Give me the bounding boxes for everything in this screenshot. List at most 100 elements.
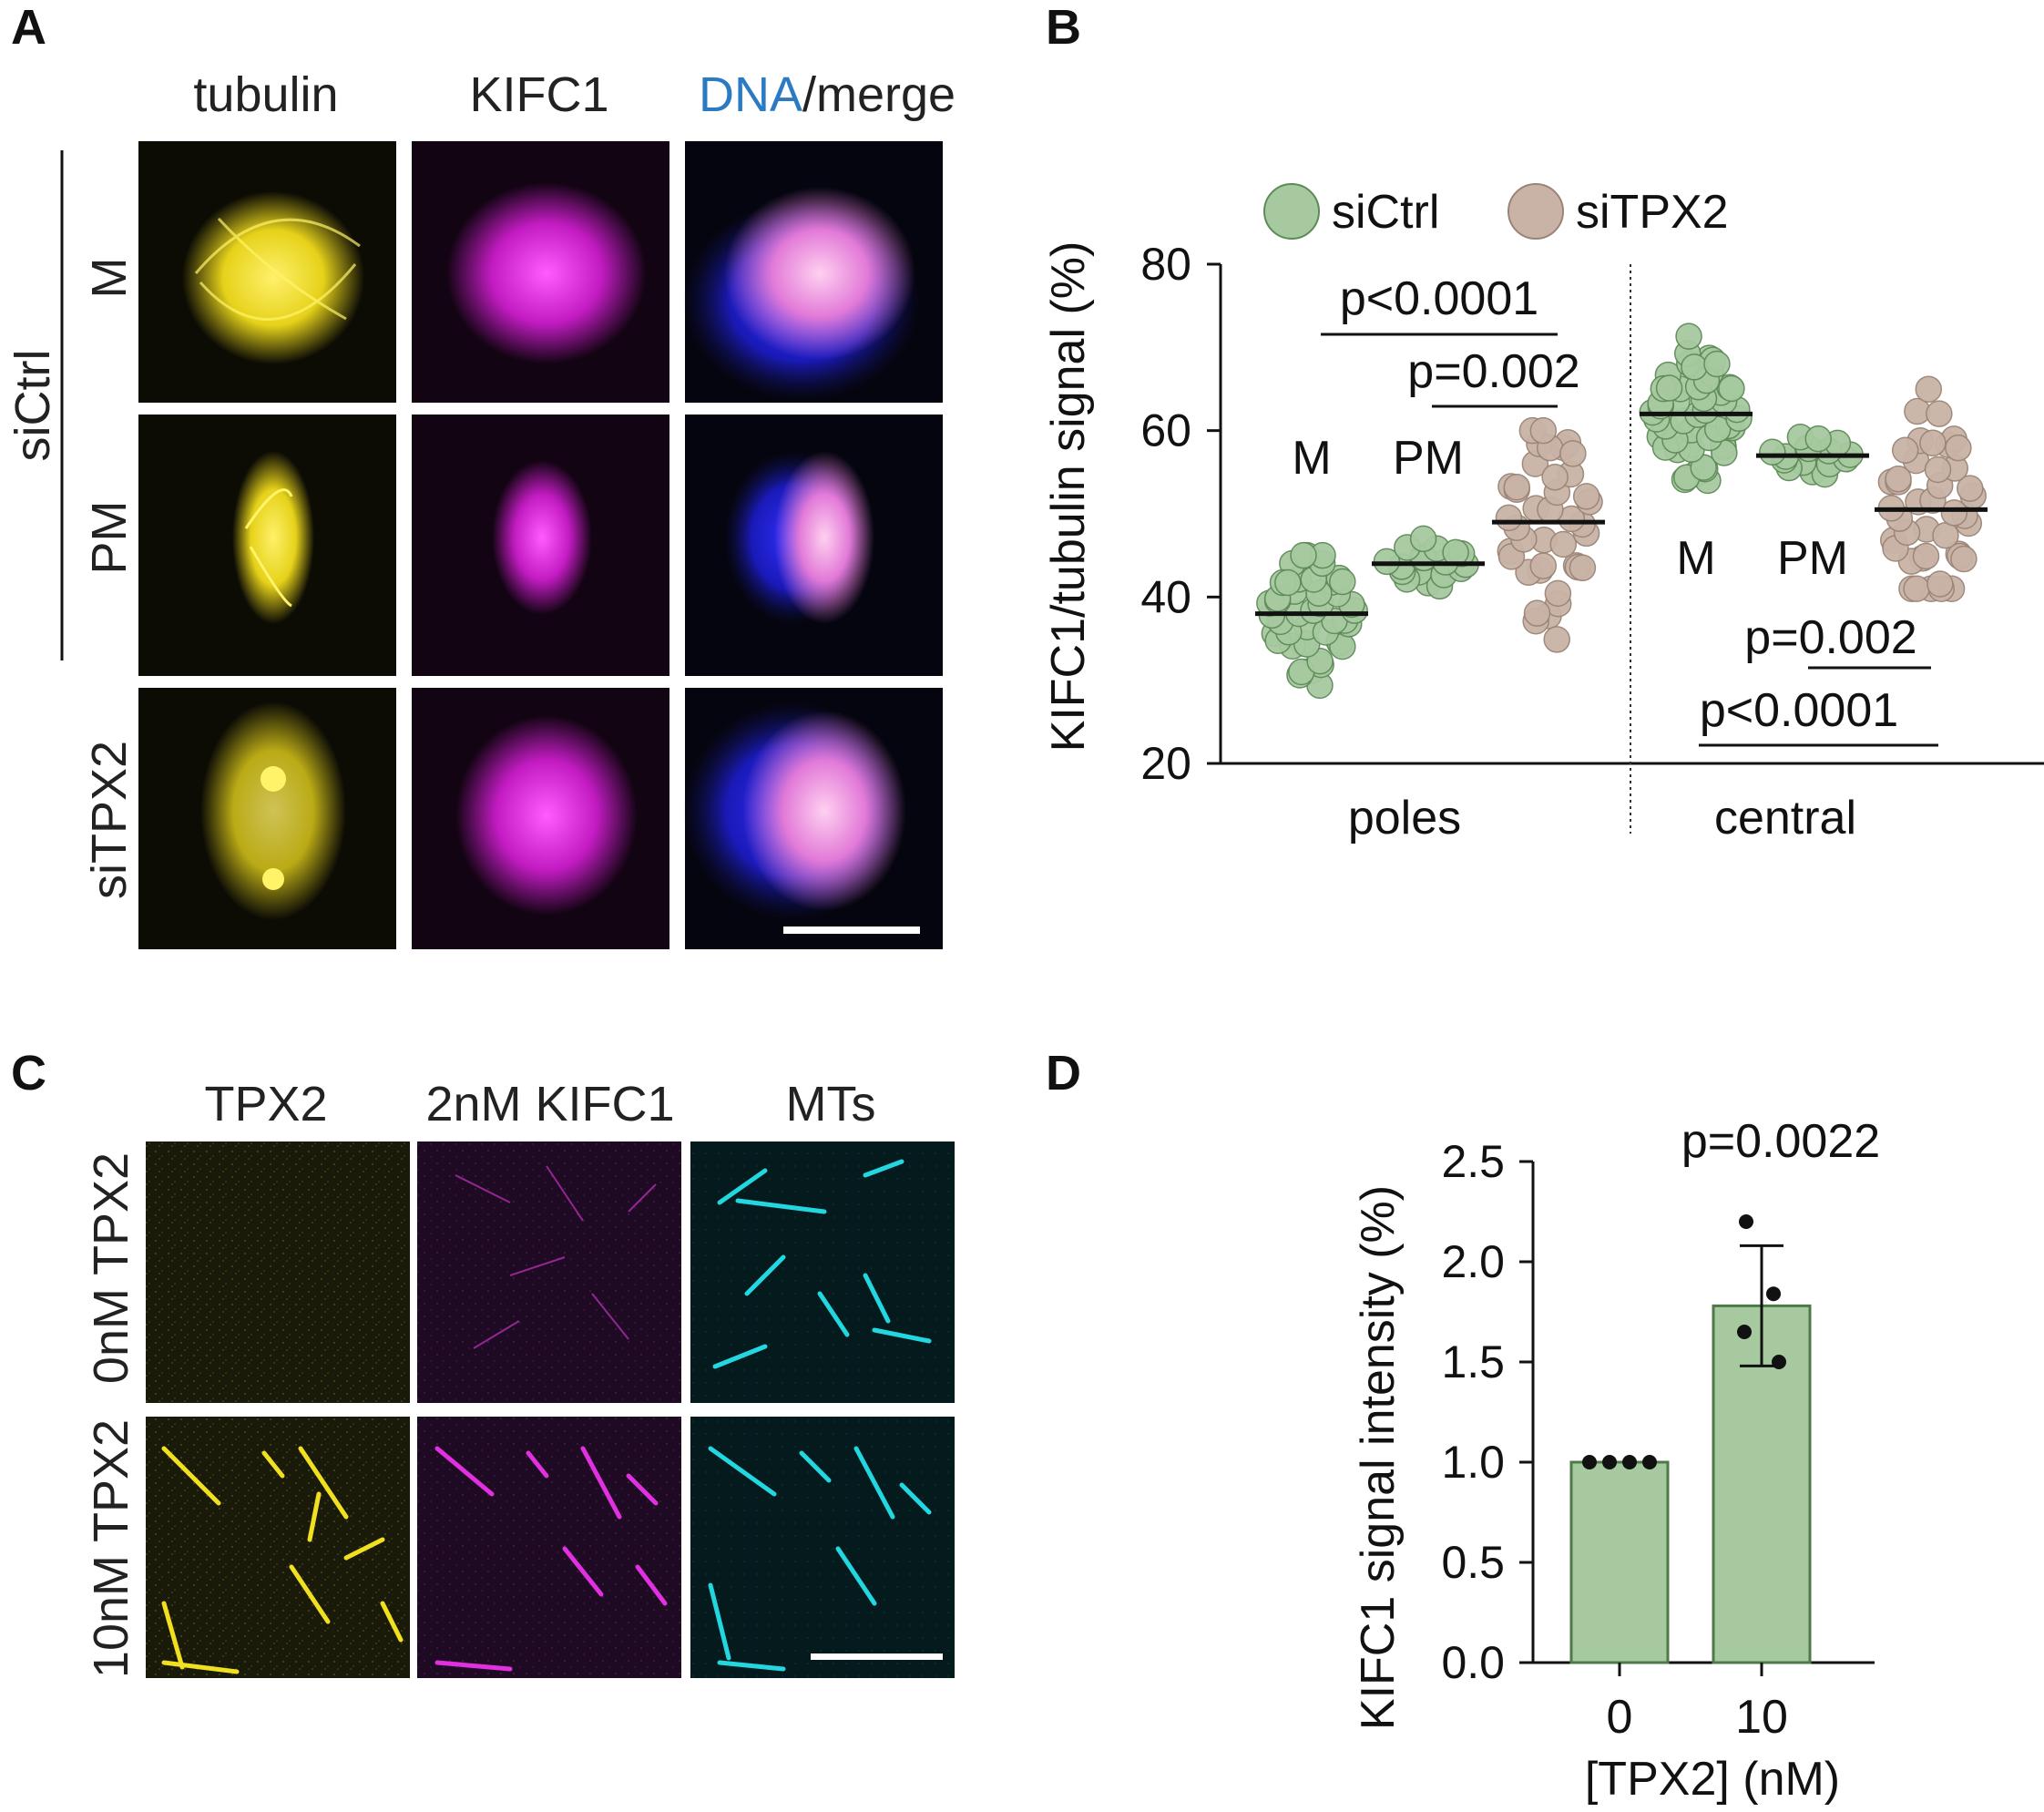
- bar: [1569, 1460, 1670, 1664]
- data-point: [1924, 456, 1952, 484]
- data-point: [1329, 568, 1356, 596]
- row-label-PM: PM: [82, 501, 137, 575]
- scale-bar: [783, 926, 920, 934]
- data-point: [1409, 525, 1437, 553]
- micrograph-M-merge: [683, 141, 943, 403]
- data-point: [1759, 438, 1786, 466]
- col-label-mts: MTs: [786, 1077, 876, 1131]
- data-point: [1681, 353, 1708, 381]
- scale-bar-c: [811, 1653, 943, 1660]
- data-point: [1940, 499, 1968, 527]
- y-tick-label: 2.0: [1441, 1236, 1505, 1287]
- data-point: [1543, 626, 1570, 653]
- data-point: [1718, 374, 1745, 403]
- legend-swatch-siTPX2: [1507, 183, 1564, 240]
- chart-d-xlabel: [TPX2] (nM): [1585, 1753, 1840, 1806]
- micrograph-siTPX2-merge: [683, 688, 943, 949]
- merge-label: /merge: [802, 67, 956, 122]
- data-point: [1772, 1355, 1786, 1369]
- data-point: [1950, 545, 1978, 573]
- panel-d: D KIFC1 signal intensity (%) 0.0 0.5 1.0 1.…: [1046, 1046, 1880, 1806]
- data-point: [1572, 483, 1600, 510]
- y-tick-label: 1.5: [1441, 1336, 1505, 1387]
- data-point: [1804, 425, 1832, 453]
- data-point: [1290, 541, 1317, 569]
- micrograph-0nm-mts: [690, 1141, 955, 1403]
- pval-central-1: p=0.002: [1744, 611, 1916, 664]
- x-tick-label: 0: [1607, 1691, 1633, 1744]
- data-point: [1495, 504, 1523, 532]
- legend-label-siTPX2: siTPX2: [1576, 186, 1729, 239]
- legend-label-siCtrl: siCtrl: [1332, 186, 1439, 239]
- data-point: [1926, 400, 1953, 427]
- micrograph-PM-merge: [685, 415, 943, 676]
- data-point: [1919, 429, 1947, 457]
- data-point: [1442, 538, 1469, 567]
- col-label-tpx2: TPX2: [204, 1077, 327, 1131]
- micrograph-10nm-kifc1: [417, 1417, 681, 1678]
- y-tick-label: 2.5: [1441, 1136, 1505, 1187]
- data-point: [1503, 473, 1531, 501]
- y-tick-label: 40: [1140, 571, 1191, 622]
- micrograph-M-kifc1: [412, 141, 669, 403]
- data-point: [1932, 521, 1959, 549]
- data-point: [1529, 416, 1558, 445]
- row-label-siTPX2: siTPX2: [82, 741, 137, 899]
- group-label-central-M: M: [1676, 532, 1715, 585]
- data-point: [1559, 440, 1587, 467]
- data-point: [1642, 1455, 1657, 1469]
- pval-poles-2: p=0.002: [1407, 345, 1579, 398]
- y-tick-label: 1.0: [1441, 1437, 1505, 1488]
- panel-letter-b: B: [1046, 0, 1081, 55]
- data-point: [1703, 415, 1732, 443]
- data-point: [1766, 1286, 1781, 1302]
- panel-b: B KIFC1/tubulin signal (%) 20 40 60 80 siCt…: [1042, 0, 2044, 845]
- data-point: [1655, 374, 1683, 402]
- micrograph-10nm-mts: [690, 1417, 955, 1678]
- row-label-siCtrl: siCtrl: [5, 350, 60, 462]
- panel-letter-a: A: [11, 0, 46, 55]
- x-tick-label: 10: [1735, 1691, 1788, 1744]
- micrograph-PM-tubulin: [138, 415, 396, 676]
- pval-poles-1: p<0.0001: [1340, 272, 1538, 325]
- col-label-kifc1: KIFC1: [469, 67, 608, 122]
- row-label-M: M: [82, 258, 137, 299]
- x-category-central: central: [1714, 792, 1856, 845]
- dna-label: DNA: [699, 67, 802, 122]
- micrograph-0nm-kifc1: [417, 1141, 681, 1403]
- chart-b-ylabel: KIFC1/tubulin signal (%): [1042, 241, 1095, 752]
- panel-letter-c: C: [11, 1046, 46, 1101]
- data-point: [1957, 475, 1984, 502]
- chart-d-pvalue: p=0.0022: [1681, 1115, 1880, 1168]
- row-label-10nm-tpx2: 10nM TPX2: [84, 1419, 138, 1678]
- chart-b-legend: siCtrl siTPX2: [1263, 183, 1729, 240]
- micrograph-0nm-tpx2: [146, 1141, 410, 1403]
- micrograph-10nm-tpx2: [146, 1417, 410, 1678]
- col-label-dna-merge: DNA/merge: [699, 67, 956, 122]
- y-tick-label: 0.0: [1441, 1637, 1505, 1688]
- y-tick-label: 20: [1140, 738, 1191, 789]
- data-point: [1891, 436, 1919, 464]
- col-label-2nm-kifc1: 2nM KIFC1: [425, 1077, 674, 1131]
- micrograph-PM-kifc1: [412, 415, 669, 676]
- data-point: [1523, 599, 1551, 627]
- data-point: [1915, 375, 1943, 403]
- pval-central-2: p<0.0001: [1700, 684, 1898, 737]
- data-point: [1549, 530, 1578, 558]
- data-point: [1602, 1455, 1617, 1469]
- data-point: [1582, 1455, 1597, 1469]
- data-point: [1885, 466, 1912, 493]
- legend-swatch-siCtrl: [1263, 183, 1320, 240]
- chart-d-ylabel: KIFC1 signal intensity (%): [1352, 1185, 1405, 1730]
- data-point: [1541, 464, 1569, 491]
- data-point: [1703, 350, 1731, 378]
- col-label-tubulin: tubulin: [193, 67, 338, 122]
- group-label-central-PM: PM: [1777, 532, 1848, 585]
- group-label-poles-PM: PM: [1393, 432, 1464, 485]
- data-point: [1675, 322, 1702, 350]
- data-point: [1544, 579, 1572, 608]
- data-point: [1945, 434, 1972, 462]
- data-point: [1737, 1325, 1752, 1339]
- data-point: [1926, 570, 1954, 598]
